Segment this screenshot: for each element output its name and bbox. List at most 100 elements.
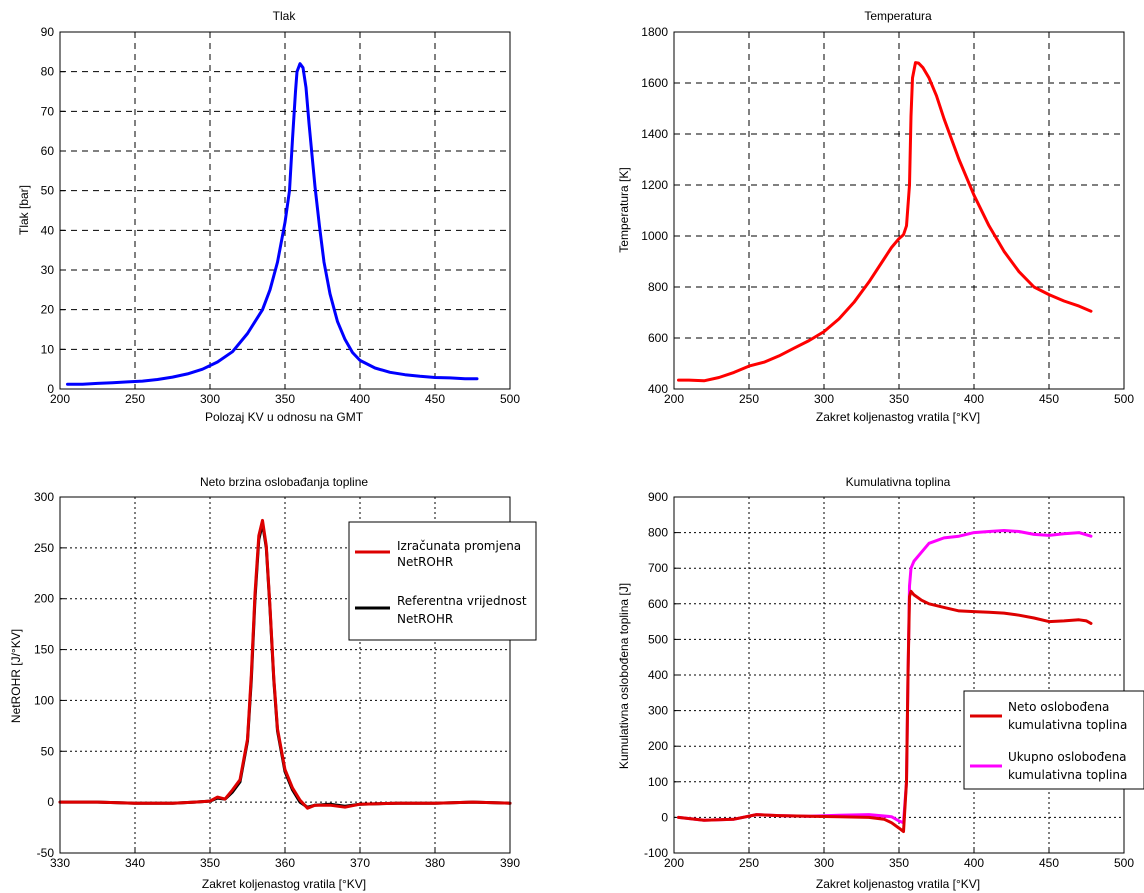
x-tick-label: 350 bbox=[889, 392, 909, 406]
chart-temperature: Temperatura Zakret koljenastog vratila [… bbox=[617, 9, 1134, 424]
legend: Izračunata promjena NetROHR Referentna v… bbox=[348, 521, 537, 641]
y-axis-label: Tlak [bar] bbox=[17, 185, 31, 235]
x-tick-label: 200 bbox=[664, 392, 684, 406]
legend: Neto oslobođena kumulativna toplina Ukup… bbox=[963, 690, 1144, 790]
x-tick-label: 370 bbox=[350, 856, 370, 870]
y-tick-label: 0 bbox=[47, 795, 54, 809]
y-axis-label: Kumulativna oslobođena toplina [J] bbox=[617, 583, 631, 769]
y-tick-label: 900 bbox=[648, 490, 668, 504]
legend-label: Izračunata promjena bbox=[397, 539, 521, 553]
y-tick-label: 400 bbox=[648, 668, 668, 682]
y-tick-label: 700 bbox=[648, 561, 668, 575]
y-tick-label: 40 bbox=[41, 223, 55, 237]
y-tick-label: 300 bbox=[34, 490, 54, 504]
y-tick-label: 80 bbox=[41, 65, 55, 79]
y-tick-label: 1000 bbox=[641, 229, 668, 243]
y-tick-label: 1600 bbox=[641, 76, 668, 90]
x-tick-label: 330 bbox=[50, 856, 70, 870]
y-axis-label: Temperatura [K] bbox=[617, 167, 631, 252]
y-tick-label: 70 bbox=[41, 104, 55, 118]
y-tick-label: 500 bbox=[648, 632, 668, 646]
axes-frame bbox=[673, 496, 1125, 854]
x-tick-label: 300 bbox=[814, 392, 834, 406]
y-tick-label: 30 bbox=[41, 263, 55, 277]
x-tick-label: 340 bbox=[125, 856, 145, 870]
axes-frame bbox=[673, 31, 1125, 390]
x-tick-label: 390 bbox=[500, 856, 520, 870]
chart-title: Neto brzina oslobađanja topline bbox=[200, 475, 368, 489]
y-tick-label: 0 bbox=[47, 382, 54, 396]
legend-label: Ukupno oslobođena bbox=[1008, 750, 1127, 764]
x-tick-label: 450 bbox=[425, 392, 445, 406]
y-tick-label: 600 bbox=[648, 331, 668, 345]
y-tick-label: 800 bbox=[648, 280, 668, 294]
x-tick-label: 360 bbox=[275, 856, 295, 870]
chart-title: Tlak bbox=[273, 9, 297, 23]
y-tick-label: 150 bbox=[34, 643, 54, 657]
x-tick-label: 200 bbox=[50, 392, 70, 406]
y-tick-label: 10 bbox=[41, 342, 55, 356]
legend-label: NetROHR bbox=[397, 555, 453, 569]
series-line bbox=[677, 589, 1093, 834]
x-tick-label: 300 bbox=[814, 856, 834, 870]
x-tick-label: 200 bbox=[664, 856, 684, 870]
x-tick-label: 450 bbox=[1039, 856, 1059, 870]
x-tick-label: 350 bbox=[889, 856, 909, 870]
legend-label: NetROHR bbox=[397, 612, 453, 626]
legend-label: kumulativna toplina bbox=[1008, 768, 1127, 782]
legend-label: kumulativna toplina bbox=[1008, 718, 1127, 732]
x-tick-label: 500 bbox=[1114, 856, 1134, 870]
x-tick-label: 250 bbox=[125, 392, 145, 406]
y-tick-label: 200 bbox=[648, 739, 668, 753]
y-tick-label: 1800 bbox=[641, 25, 668, 39]
axes-frame bbox=[59, 31, 511, 390]
y-tick-label: 600 bbox=[648, 597, 668, 611]
x-tick-label: 300 bbox=[200, 392, 220, 406]
y-tick-label: 300 bbox=[648, 704, 668, 718]
chart-pressure: Tlak Polozaj KV u odnosu na GMT Tlak [ba… bbox=[17, 9, 520, 424]
y-tick-label: 50 bbox=[41, 744, 55, 758]
series-line bbox=[677, 61, 1093, 383]
x-tick-label: 250 bbox=[739, 392, 759, 406]
x-axis-label: Zakret koljenastog vratila [°KV] bbox=[202, 877, 366, 891]
series-line bbox=[58, 518, 512, 810]
y-tick-label: 400 bbox=[648, 382, 668, 396]
x-tick-label: 350 bbox=[200, 856, 220, 870]
legend-label: Referentna vrijednost bbox=[397, 594, 527, 608]
y-tick-label: -50 bbox=[37, 846, 55, 860]
x-axis-label: Polozaj KV u odnosu na GMT bbox=[205, 410, 364, 424]
y-tick-label: 1200 bbox=[641, 178, 668, 192]
x-tick-label: 380 bbox=[425, 856, 445, 870]
x-tick-label: 400 bbox=[964, 856, 984, 870]
y-tick-label: 200 bbox=[34, 592, 54, 606]
legend-box bbox=[963, 690, 1144, 790]
y-tick-label: -100 bbox=[644, 846, 668, 860]
x-axis-label: Zakret koljenastog vratila [°KV] bbox=[816, 410, 980, 424]
x-tick-label: 450 bbox=[1039, 392, 1059, 406]
x-tick-label: 500 bbox=[1114, 392, 1134, 406]
y-tick-label: 20 bbox=[41, 303, 55, 317]
chart-net-rohr: Neto brzina oslobađanja topline Zakret k… bbox=[9, 475, 537, 891]
axes-frame bbox=[59, 496, 511, 854]
y-tick-label: 50 bbox=[41, 184, 55, 198]
chart-cumulative-heat: Kumulativna toplina Zakret koljenastog v… bbox=[617, 475, 1144, 891]
y-tick-label: 90 bbox=[41, 25, 55, 39]
chart-title: Temperatura bbox=[864, 9, 932, 23]
y-tick-label: 1400 bbox=[641, 127, 668, 141]
y-tick-label: 60 bbox=[41, 144, 55, 158]
x-axis-label: Zakret koljenastog vratila [°KV] bbox=[816, 877, 980, 891]
x-tick-label: 250 bbox=[739, 856, 759, 870]
y-axis-label: NetROHR [J/°KV] bbox=[9, 629, 23, 723]
y-tick-label: 800 bbox=[648, 526, 668, 540]
y-tick-label: 0 bbox=[661, 810, 668, 824]
legend-label: Neto oslobođena bbox=[1008, 700, 1109, 714]
series-line bbox=[66, 62, 479, 386]
chart-title: Kumulativna toplina bbox=[846, 475, 951, 489]
x-tick-label: 350 bbox=[275, 392, 295, 406]
x-tick-label: 500 bbox=[500, 392, 520, 406]
x-tick-label: 400 bbox=[350, 392, 370, 406]
legend-box bbox=[348, 521, 537, 641]
x-tick-label: 400 bbox=[964, 392, 984, 406]
y-tick-label: 250 bbox=[34, 541, 54, 555]
